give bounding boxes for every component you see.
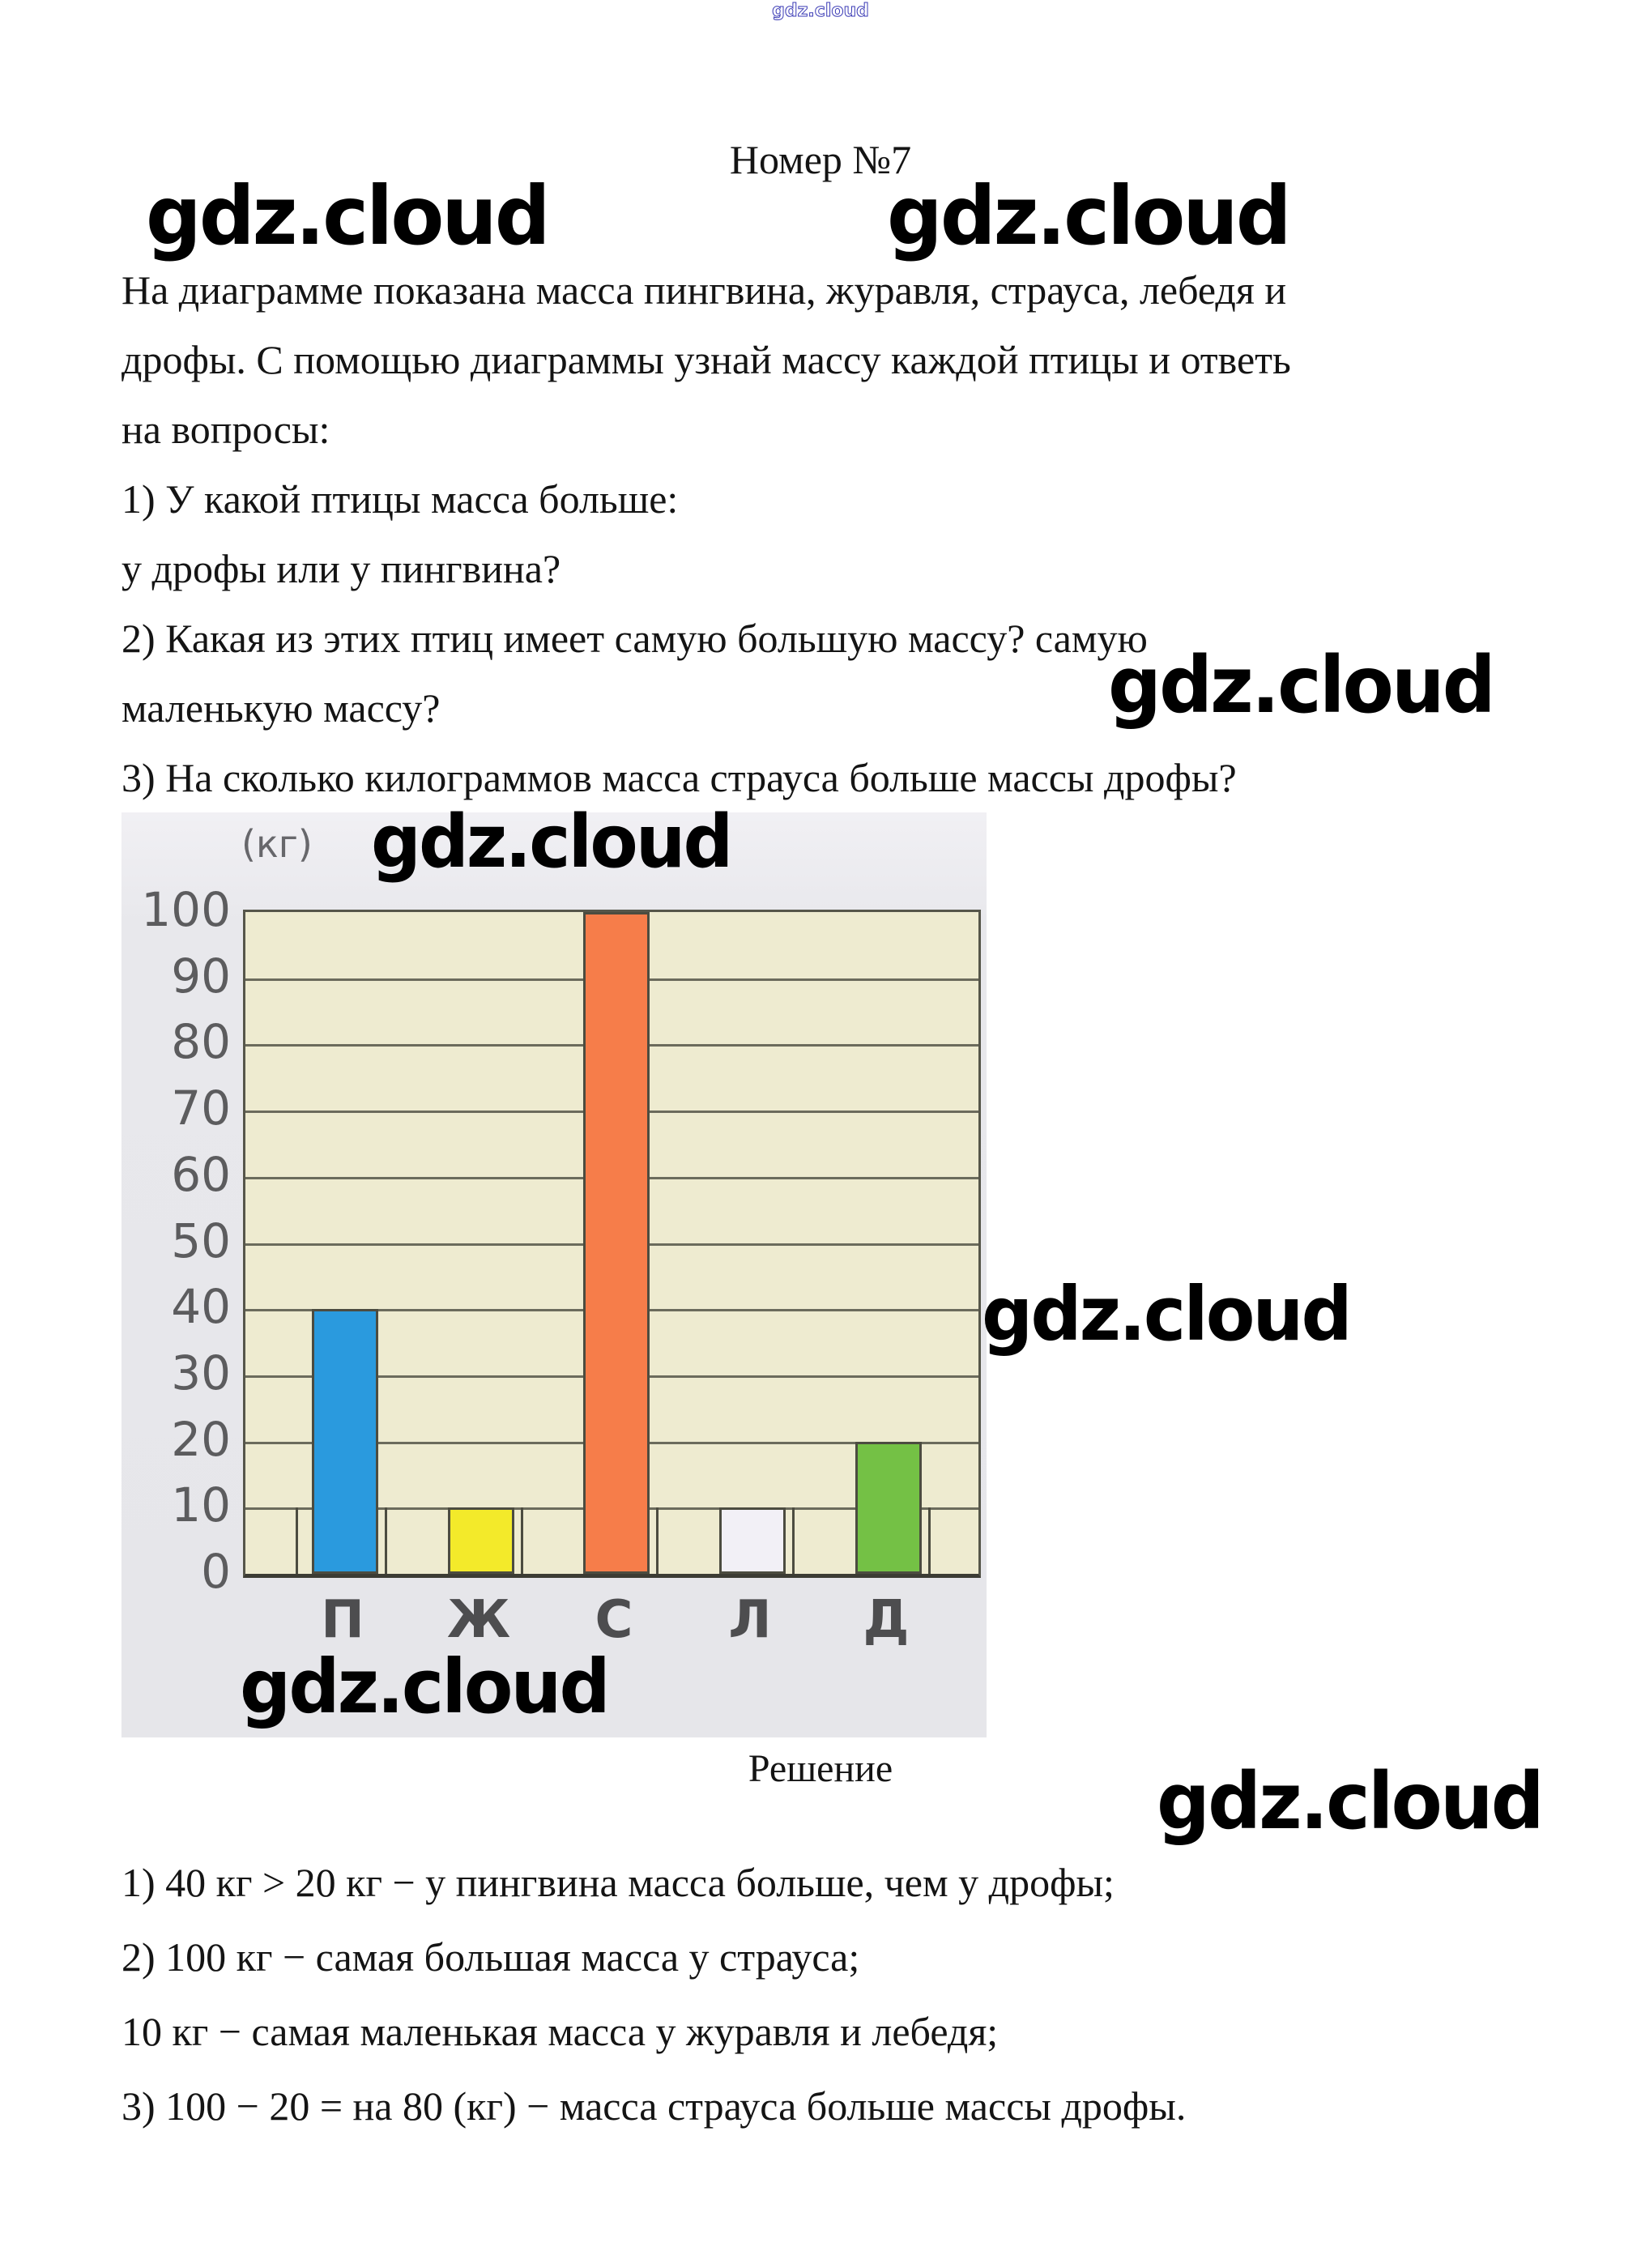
watermark-gdzcloud: gdz.cloud: [982, 1271, 1353, 1358]
x-axis-label-Д: Д: [863, 1590, 910, 1650]
watermark-gdzcloud: gdz.cloud: [1157, 1756, 1545, 1847]
page-title: Номер №7: [729, 137, 912, 182]
solution-line-2: 2) 100 кг − самая большая масса у страус…: [121, 1934, 860, 1980]
watermark-gdzcloud: gdz.cloud: [371, 799, 733, 885]
solution-line-2-cont: 10 кг − самая маленькая масса у журавля …: [121, 2009, 999, 2054]
chart-plot-area: [243, 910, 981, 1578]
solution-line-1: 1) 40 кг > 20 кг − у пингвина масса боль…: [121, 1860, 1115, 1905]
bar-Л: [719, 1507, 786, 1574]
y-tick-label: 10: [171, 1477, 231, 1533]
solution-line-3: 3) 100 − 20 = на 80 (кг) − масса страуса…: [121, 2083, 1187, 2129]
slot-divider: [385, 1507, 387, 1574]
bar-С: [583, 912, 650, 1574]
bar-П: [312, 1309, 378, 1574]
problem-question-3: 3) На сколько килограммов масса страуса …: [121, 755, 1237, 800]
slot-divider: [656, 1507, 659, 1574]
solution-heading: Решение: [748, 1747, 893, 1790]
problem-text-line: на вопросы:: [121, 407, 330, 452]
y-tick-label: 20: [171, 1412, 231, 1467]
y-tick-label: 80: [171, 1014, 231, 1069]
y-tick-label: 0: [201, 1544, 231, 1599]
bar-Д: [855, 1442, 922, 1574]
problem-text-line: дрофы. С помощью диаграммы узнай массу к…: [121, 337, 1291, 382]
problem-text-line: На диаграмме показана масса пингвина, жу…: [121, 267, 1287, 313]
watermark-gdzcloud: gdz.cloud: [146, 168, 551, 263]
slot-divider: [792, 1507, 795, 1574]
y-tick-label: 70: [171, 1081, 231, 1136]
y-axis-unit-label: (кг): [241, 822, 313, 866]
slot-divider: [521, 1507, 523, 1574]
watermark-gdzcloud-top: gdz.cloud: [772, 1, 870, 21]
problem-question-1-cont: у дрофы или у пингвина?: [121, 546, 561, 591]
y-tick-label: 100: [141, 882, 231, 937]
bar-chart-bird-mass: (кг) 100 90 80 70 60 50 40 30 20 10 0 П Ж С Л Д: [121, 812, 987, 1737]
y-tick-label: 30: [171, 1345, 231, 1400]
y-tick-label: 60: [171, 1147, 231, 1202]
x-axis-label-С: С: [595, 1590, 633, 1650]
problem-question-2-cont: маленькую массу?: [121, 685, 441, 731]
watermark-gdzcloud: gdz.cloud: [240, 1643, 611, 1730]
watermark-gdzcloud: gdz.cloud: [887, 168, 1292, 263]
y-tick-label: 40: [171, 1279, 231, 1334]
slot-divider: [296, 1507, 298, 1574]
x-axis-label-Л: Л: [728, 1590, 772, 1650]
watermark-gdzcloud: gdz.cloud: [1108, 640, 1496, 731]
y-tick-label: 90: [171, 949, 231, 1004]
problem-question-1: 1) У какой птицы масса больше:: [121, 476, 679, 522]
y-tick-label: 50: [171, 1213, 231, 1268]
x-axis-label-П: П: [321, 1590, 364, 1650]
bar-Ж: [448, 1507, 514, 1574]
slot-divider: [928, 1507, 931, 1574]
x-axis-label-Ж: Ж: [446, 1590, 511, 1650]
problem-question-2: 2) Какая из этих птиц имеет самую большу…: [121, 616, 1148, 661]
